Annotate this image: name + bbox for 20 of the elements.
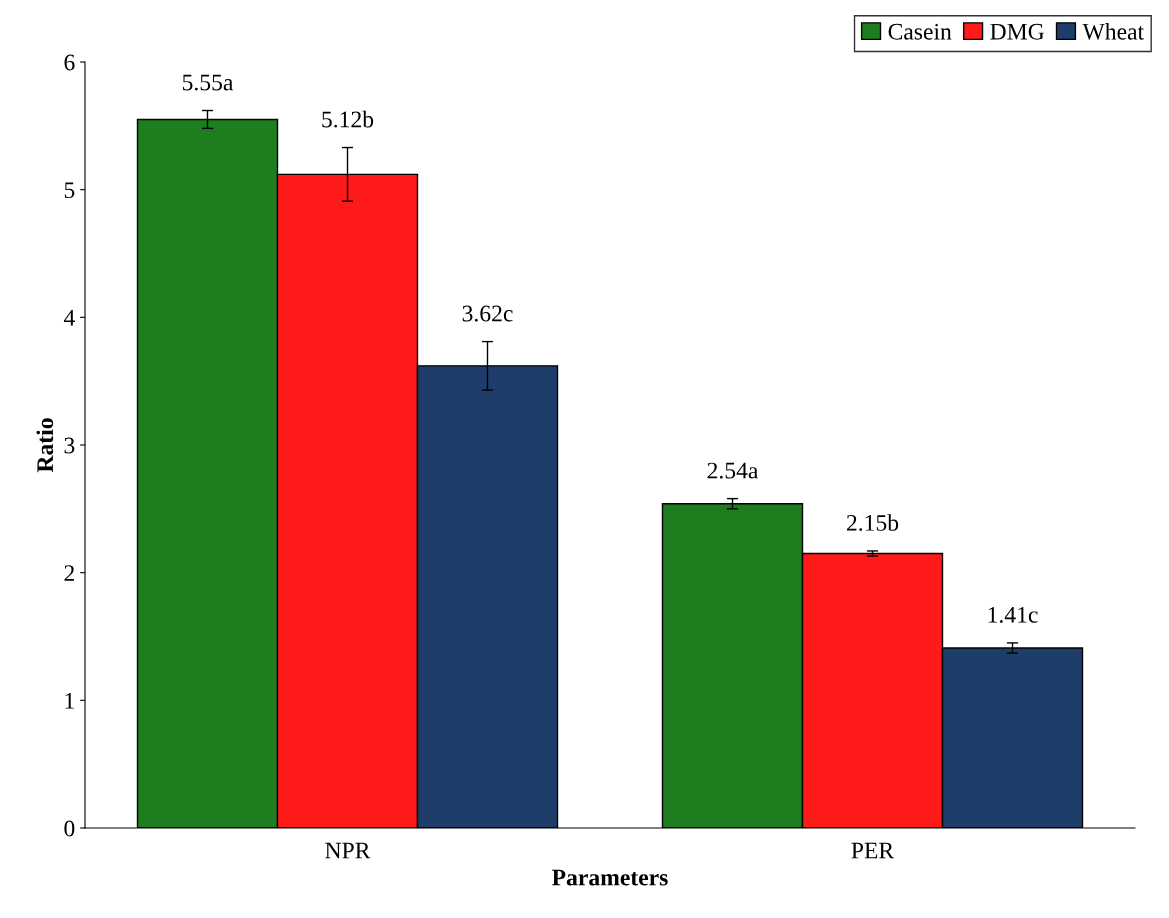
y-tick-label: 2 xyxy=(64,565,74,581)
y-tick-label: 6 xyxy=(64,54,75,71)
x-tick-label: PER xyxy=(851,842,895,859)
y-tick-label: 3 xyxy=(64,437,75,454)
y-tick-label: 5 xyxy=(64,182,75,199)
data-label: 2.15b xyxy=(846,514,899,531)
data-label: 1.41c xyxy=(988,606,1038,623)
legend-label: DMG xyxy=(990,23,1044,40)
legend-label: Casein xyxy=(888,23,952,40)
y-tick-label: 0 xyxy=(64,820,75,837)
x-tick-label: NPR xyxy=(325,842,371,859)
y-axis-title: Ratio xyxy=(36,418,54,473)
data-label: 2.54a xyxy=(707,462,759,479)
legend-label: Wheat xyxy=(1082,23,1144,40)
data-label: 5.12b xyxy=(322,110,374,128)
data-label: 5.55a xyxy=(182,74,234,91)
x-axis-title: Parameters xyxy=(552,869,668,886)
data-label: 3.62c xyxy=(462,305,513,322)
y-tick-label: 1 xyxy=(65,692,74,709)
y-tick-label: 4 xyxy=(63,309,75,326)
